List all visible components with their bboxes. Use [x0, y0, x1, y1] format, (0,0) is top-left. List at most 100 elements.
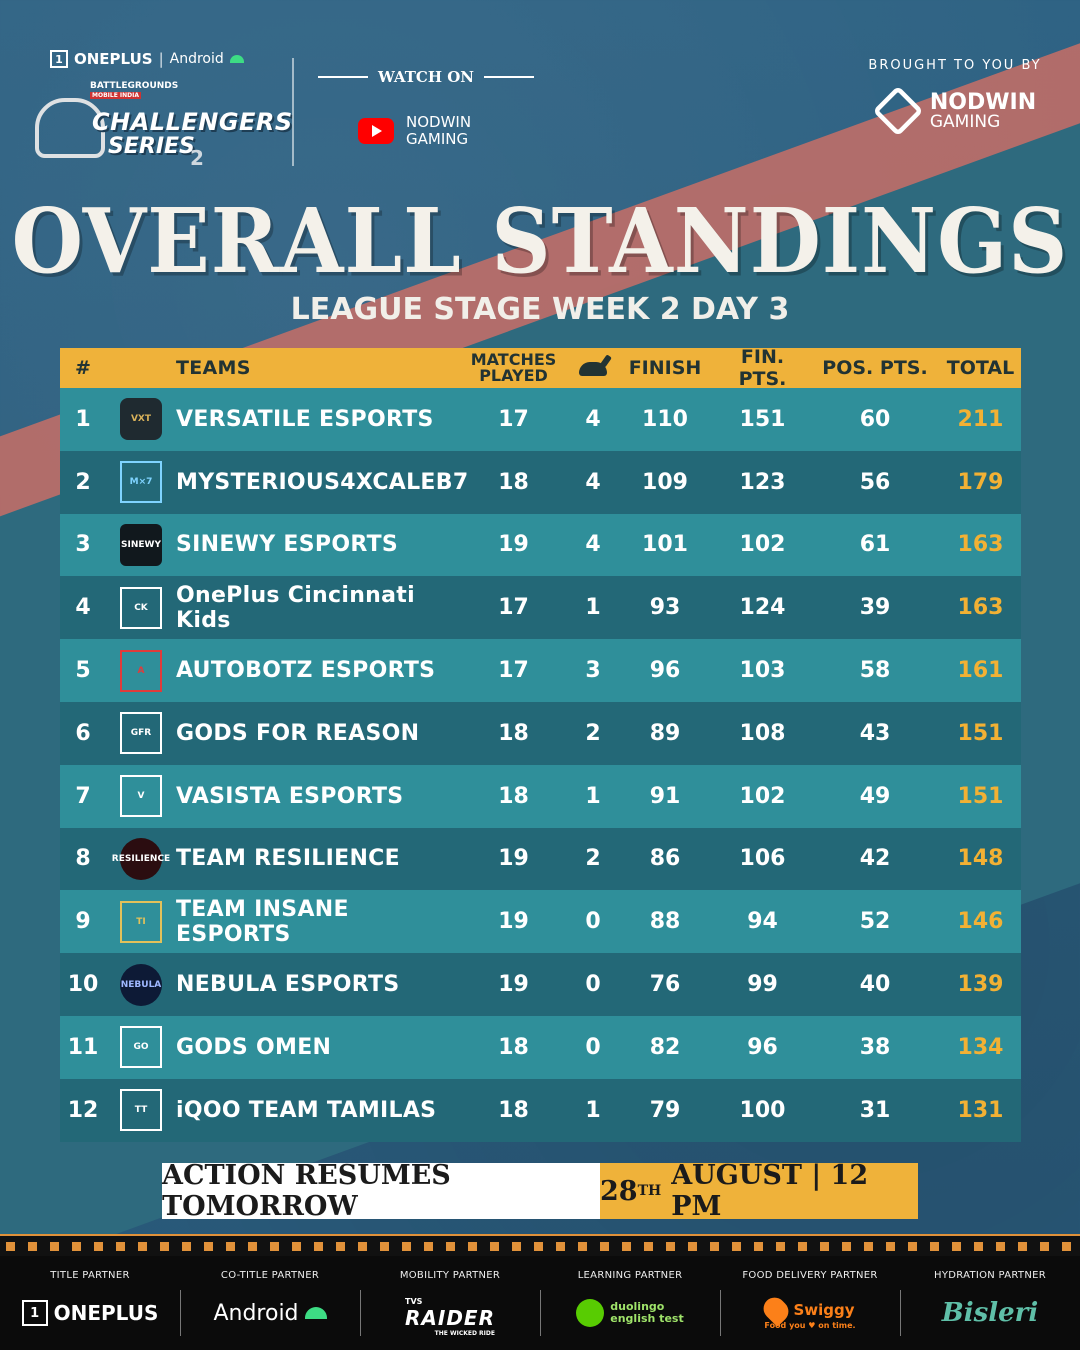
- position-points: 42: [859, 846, 891, 872]
- partner-name: RAIDER: [405, 1306, 495, 1330]
- finish-points: 99: [747, 972, 778, 998]
- chicken-dinners: 4: [585, 469, 601, 495]
- table-row: 5 A AUTOBOTZ ESPORTS 17 3 96 103 58 161: [60, 639, 1021, 702]
- team-logo-icon: SINEWY: [120, 523, 162, 566]
- youtube-icon: [358, 118, 394, 144]
- bgmi-line1: BATTLEGROUNDS: [90, 81, 179, 91]
- standings-table: # TEAMS MATCHES PLAYED FINISH FIN. PTS. …: [60, 346, 1021, 1142]
- rank-cell: 3: [75, 532, 91, 558]
- matches-played: 18: [498, 1097, 529, 1123]
- finish-count: 79: [649, 1097, 681, 1123]
- chicken-dinners: 1: [585, 595, 601, 621]
- team-name: VERSATILE ESPORTS: [176, 406, 434, 432]
- team-name: iQOO TEAM TAMILAS: [176, 1097, 437, 1123]
- total-points: 139: [957, 972, 1004, 998]
- table-row: 8 RESILIENCE TEAM RESILIENCE 19 2 86 106 42 148: [60, 827, 1021, 891]
- rank-cell: 6: [75, 720, 91, 746]
- finish-points: 100: [739, 1097, 786, 1123]
- edition-mark: 2: [190, 146, 204, 170]
- team-name: GODS OMEN: [176, 1034, 332, 1060]
- chicken-dinners: 4: [585, 532, 601, 558]
- finish-count: 88: [649, 909, 681, 935]
- finish-count: 82: [649, 1034, 681, 1060]
- total-points: 151: [957, 783, 1004, 809]
- total-points: 179: [957, 469, 1004, 495]
- finish-count: 101: [642, 532, 688, 558]
- table-row: 10 NEBULA NEBULA ESPORTS 19 0 76 99 40 139: [60, 953, 1021, 1016]
- table-body: 1 VXT VERSATILE ESPORTS 17 4 110 151 60 211 2 M×7 M…: [60, 388, 1021, 1142]
- rank-cell: 4: [75, 595, 91, 621]
- total-points: 163: [957, 595, 1004, 621]
- team-name: OnePlus Cincinnati Kids: [176, 582, 415, 633]
- finish-count: 89: [649, 720, 681, 746]
- schedule-banner: ACTION RESUMES TOMORROW 28 TH AUGUST | 12…: [162, 1160, 918, 1222]
- watch-on-block: WATCH ON NODWIN GAMING: [318, 68, 535, 148]
- rank-cell: 1: [75, 406, 91, 432]
- finish-points: 102: [739, 783, 786, 809]
- table-row: 7 V VASISTA ESPORTS 18 1 91 102 49 151: [60, 764, 1021, 828]
- matches-played: 19: [498, 846, 529, 872]
- team-logo-icon: NEBULA: [120, 963, 162, 1006]
- helmet-icon: [35, 98, 105, 158]
- team-name: MYSTERIOUS4XCALEB7: [176, 469, 469, 495]
- team-logo-icon: VXT: [120, 398, 162, 441]
- partner-tagline: Food you ♥ on time.: [764, 1321, 856, 1330]
- finish-points: 96: [747, 1034, 778, 1060]
- line-right: [484, 76, 535, 78]
- chicken-dinners: 2: [585, 720, 601, 746]
- col-matches-played: MATCHES PLAYED: [470, 350, 557, 385]
- position-points: 52: [859, 909, 891, 935]
- series-wordmark: SERIES: [108, 134, 195, 159]
- total-points: 148: [957, 846, 1004, 872]
- table-row: 4 CK OnePlus Cincinnati Kids 17 1 93 124 39 163: [60, 576, 1021, 640]
- android-robot-icon: [304, 1307, 327, 1319]
- matches-played: 17: [498, 595, 529, 621]
- rank-cell: 9: [75, 909, 91, 935]
- total-points: 131: [957, 1097, 1004, 1123]
- android-robot-icon: [229, 55, 244, 63]
- chicken-dinners: 2: [585, 846, 601, 872]
- nodwin-logo-icon: [872, 85, 924, 137]
- finish-count: 86: [649, 846, 681, 872]
- position-points: 49: [859, 783, 891, 809]
- header-divider: [292, 58, 294, 166]
- nodwin-sub: GAMING: [929, 111, 1001, 132]
- finish-count: 109: [642, 469, 688, 495]
- team-name: TEAM INSANE ESPORTS: [176, 896, 349, 947]
- partner-name-sub: english test: [610, 1312, 684, 1325]
- partner-name: ONEPLUS: [53, 1301, 159, 1325]
- team-logo-icon: V: [120, 775, 162, 818]
- matches-played: 17: [498, 406, 529, 432]
- chicken-dinners: 3: [585, 658, 601, 684]
- team-name: GODS FOR REASON: [176, 720, 420, 746]
- col-rank: #: [75, 357, 91, 379]
- oneplus-logo-icon: 1: [21, 1300, 48, 1326]
- col-fin-pts: FIN. PTS.: [738, 346, 787, 390]
- banner-rest: AUGUST | 12 PM: [671, 1160, 869, 1222]
- finish-count: 93: [649, 595, 681, 621]
- team-name: SINEWY ESPORTS: [176, 532, 399, 558]
- rank-cell: 8: [75, 846, 91, 872]
- partner-co-title: CO-TITLE PARTNER Android: [180, 1256, 360, 1350]
- bgmi-line2: MOBILE INDIA: [90, 92, 141, 99]
- page-title: OVERALL STANDINGS: [11, 190, 1069, 294]
- matches-played: 18: [498, 783, 529, 809]
- chicken-dinners: 0: [585, 1034, 601, 1060]
- banner-day: 28: [600, 1175, 638, 1207]
- banner-left: ACTION RESUMES TOMORROW: [162, 1160, 600, 1222]
- banner-suffix: TH: [637, 1183, 662, 1199]
- table-row: 2 M×7 MYSTERIOUS4XCALEB7 18 4 109 123 56 179: [60, 450, 1021, 514]
- finish-count: 110: [642, 406, 688, 432]
- rank-cell: 2: [75, 469, 91, 495]
- stream-channel[interactable]: NODWIN GAMING: [358, 114, 534, 148]
- matches-played: 19: [498, 532, 529, 558]
- challengers-wordmark: CHALLENGERS: [92, 108, 293, 136]
- chicken-dinners: 1: [585, 783, 601, 809]
- rank-cell: 10: [67, 972, 99, 998]
- position-points: 39: [859, 595, 891, 621]
- title-sponsor-row: 1 ONEPLUS | Android: [50, 50, 280, 68]
- partner-mobility: MOBILITY PARTNER TVS RAIDER THE WICKED R…: [360, 1256, 540, 1350]
- table-row: 6 GFR GODS FOR REASON 18 2 89 108 43 151: [60, 701, 1021, 765]
- team-name: TEAM RESILIENCE: [176, 846, 400, 872]
- team-logo-icon: RESILIENCE: [112, 837, 170, 880]
